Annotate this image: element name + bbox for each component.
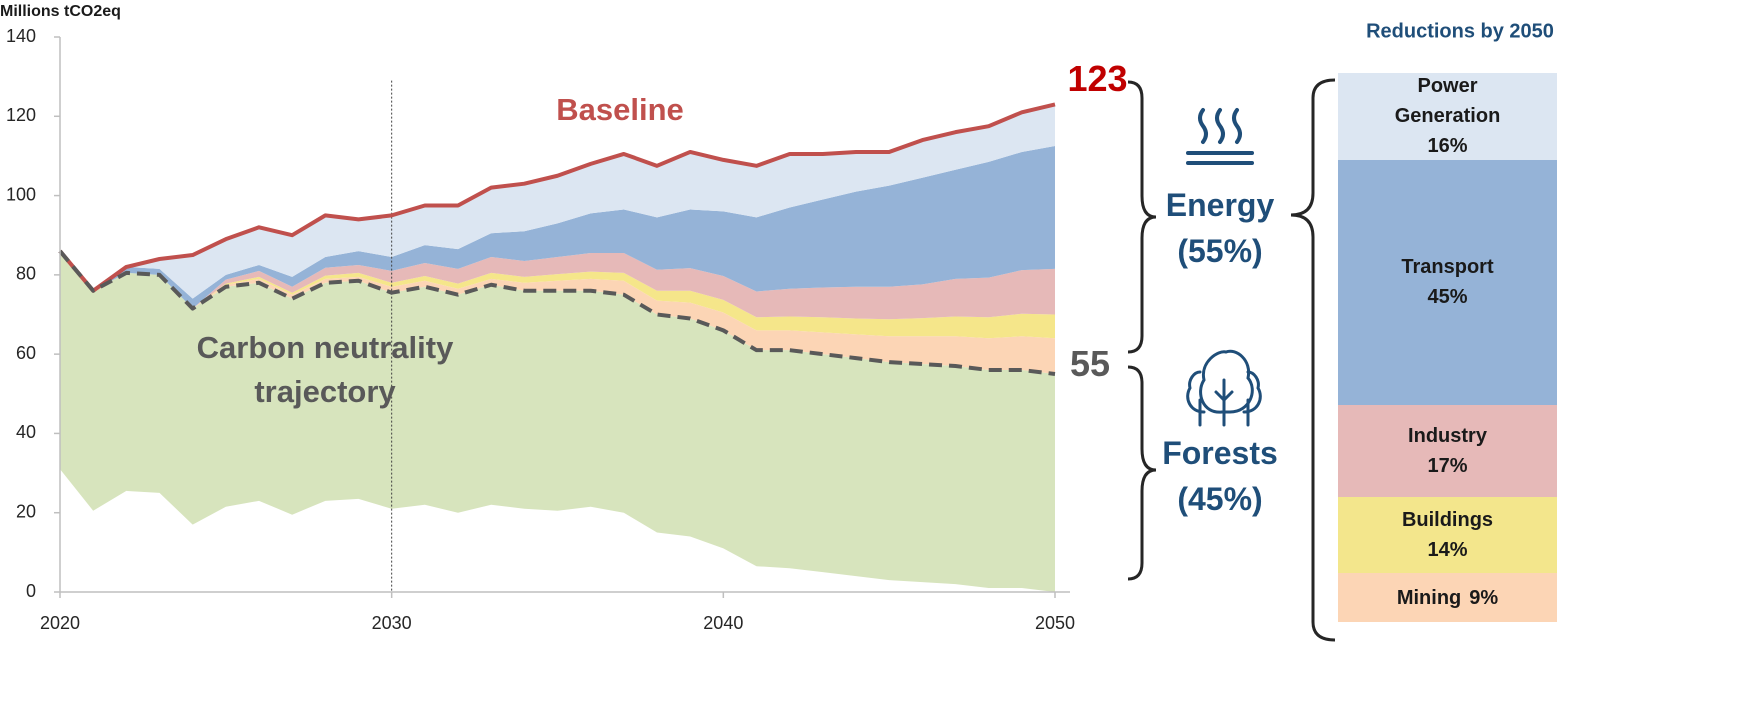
y-tick-label: 100 (6, 184, 36, 204)
segment-name: Industry (1408, 424, 1487, 447)
bar-title: Reductions by 2050 (1366, 20, 1554, 42)
segment-name: Power Generation (1394, 75, 1501, 128)
brace (1290, 78, 1336, 642)
y-tick-label: 80 (16, 264, 36, 284)
y-tick-label: 0 (26, 581, 36, 601)
segment-name: Transport (1401, 256, 1494, 279)
x-tick-label: 2030 (372, 613, 412, 633)
x-tick-label: 2040 (703, 613, 743, 633)
area-layer (60, 469, 1055, 592)
forests-label: Forests (45%) (1162, 435, 1278, 517)
bar-segment: Buildings 14% (1338, 496, 1557, 574)
y-tick-label: 60 (16, 343, 36, 363)
trajectory-label: Carbon neutrality trajectory (196, 330, 454, 409)
bar-segment: Power Generation 16% (1338, 73, 1557, 160)
bar-segment: Transport 45% (1338, 159, 1557, 405)
segment-value-label: 17% (1427, 454, 1468, 477)
area-layer (60, 146, 1055, 309)
y-axis-label: Millions tCO2eq (0, 3, 121, 20)
x-tick-label: 2050 (1035, 613, 1075, 633)
brace (1127, 80, 1157, 354)
trajectory-line (58, 249, 1056, 376)
y-tick-label: 140 (6, 26, 36, 46)
y-tick-label: 120 (6, 105, 36, 125)
brace (1127, 365, 1157, 581)
trajectory-end-label: 55 (1069, 343, 1111, 384)
segment-value-label: 9% (1469, 586, 1499, 609)
energy-label: Energy (55%) (1165, 187, 1275, 269)
area-layer (60, 251, 1055, 374)
area-layer (60, 251, 1055, 593)
area-layer (60, 251, 1055, 320)
area-layer (60, 251, 1055, 339)
bar-segment: Industry 17% (1338, 404, 1557, 497)
segment-value-label: 14% (1427, 539, 1468, 562)
forest-icon (1186, 349, 1262, 427)
y-tick-label: 40 (16, 422, 36, 442)
areas (58, 80, 1056, 593)
y-tick-label: 20 (16, 501, 36, 521)
segment-value-label: 16% (1427, 135, 1468, 158)
baseline-label: Baseline (556, 92, 684, 127)
segment-name: Mining (1396, 586, 1462, 609)
baseline-line (58, 102, 1056, 293)
bar-segment: Mining 9% (1338, 573, 1557, 622)
area-layer (60, 104, 1055, 299)
x-tick-label: 2020 (40, 613, 80, 633)
energy-icon (1186, 108, 1254, 165)
segment-name: Buildings (1401, 509, 1494, 532)
segment-value-label: 45% (1427, 286, 1468, 309)
baseline-end-label: 123 (1067, 58, 1128, 99)
